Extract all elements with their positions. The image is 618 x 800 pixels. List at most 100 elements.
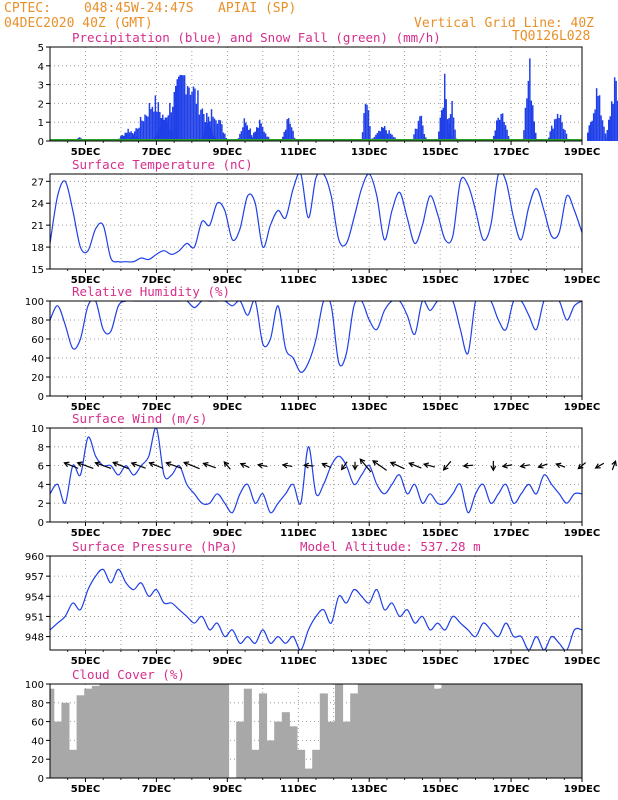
cloud-bar [190,684,199,778]
precip-bar [139,116,142,141]
y-tick-label: 20 [31,373,44,384]
precip-bar [615,80,617,141]
wind-arrow-head [148,461,155,468]
precip-bar [213,118,216,141]
x-tick-label: 17DEC [493,147,529,158]
cloud-bar [129,684,138,778]
cloud-bar [350,693,359,778]
panel-5: Cloud Cover (%) 0 20 40 60 80 100 5DEC 7DEC 9DEC 1… [25,667,600,795]
precip-bar [218,119,220,141]
precip-bar [608,119,610,141]
precip-bar [194,88,196,141]
precip-bar [123,135,125,141]
precip-bar [180,75,183,141]
x-tick-label: 15DEC [422,656,458,667]
precip-bar [248,129,250,141]
x-tick-label: 5DEC [71,528,100,539]
cloud-bar [76,695,85,778]
wind-arrow [443,460,452,471]
precip-bar [446,119,449,141]
panel-title: Relative Humidity (%) [72,284,230,299]
precip-bar [125,132,128,141]
precip-bar [591,120,593,141]
precip-bar [454,129,456,141]
wind-arrow [282,464,293,468]
precip-bar [565,133,568,141]
panel-1: Surface Temperature (nC) 15 18 21 24 27 5DEC 7D… [31,157,600,286]
precip-bar [559,114,562,141]
wind-arrow-head [519,462,526,469]
precip-bar [386,133,389,141]
panel-title: Precipitation (blue) and Snow Fall (gree… [72,30,441,45]
panel-title: Cloud Cover (%) [72,667,185,682]
panel-frame [49,300,583,397]
precip-bar [155,135,158,141]
panel-2: Relative Humidity (%) 0 20 40 60 80 100 5DEC 7DE… [25,284,600,413]
precip-bar [413,134,415,141]
precip-bar [526,98,528,141]
precip-bar [598,95,601,141]
precip-bar [157,132,159,141]
cloud-bar [243,688,252,778]
y-tick-label: 27 [31,177,44,188]
x-tick-label: 5DEC [71,402,100,413]
x-tick-label: 7DEC [142,275,171,286]
precip-bar [381,126,383,141]
cloud-bar [167,684,176,778]
precip-bar [159,111,161,141]
wind-arrow-head [490,465,497,472]
header-run: 04DEC2020 40Z (GMT) [4,16,153,31]
wind-arrow [390,461,405,470]
cloud-bar [91,685,100,778]
x-tick-label: 17DEC [493,528,529,539]
x-tick-label: 5DEC [71,784,100,795]
panel-frame [49,427,583,523]
series-line [50,568,582,650]
wind-arrow-head [76,461,83,467]
precip-bar [224,133,226,141]
wind-arrow [322,463,332,469]
precip-bar [282,136,284,141]
precip-bar [506,129,508,141]
precip-bar [127,128,129,141]
y-tick-label: 948 [25,633,44,644]
wind-arrow [166,462,183,470]
x-tick-label: 7DEC [142,402,171,413]
precip-bar [201,108,204,141]
cloud-bar [297,749,306,778]
precip-bar [589,121,592,141]
cloud-bar [213,684,222,778]
precip-bar [549,131,551,141]
precip-bar [373,136,376,141]
x-tick-label: 11DEC [280,275,316,286]
precip-bar [422,125,424,141]
panel-0: Precipitation (blue) and Snow Fall (gree… [38,30,618,158]
x-tick-label: 19DEC [564,528,600,539]
header-coords: 048:45W-24:47S [84,1,194,16]
x-tick-label: 19DEC [564,147,600,158]
y-tick-label: 60 [31,335,44,346]
cloud-bar [418,684,427,778]
x-tick-label: 17DEC [493,784,529,795]
precip-bar [210,109,213,141]
precip-bar [148,103,151,141]
precip-bar [173,91,176,141]
precip-bar [289,123,291,141]
precip-bar [439,117,442,141]
cloud-bar [388,684,397,778]
x-tick-label: 13DEC [351,784,387,795]
cloud-bar [502,684,511,778]
precip-bar [286,119,288,141]
wind-arrow [149,462,164,469]
cloud-bar [304,768,313,778]
y-tick-label: 100 [25,297,44,308]
x-tick-label: 17DEC [493,402,529,413]
cloud-bar [145,684,154,778]
cloud-bar [114,684,123,778]
precip-bar [170,112,173,141]
x-tick-label: 13DEC [351,528,387,539]
precip-bar [284,129,287,141]
precip-bar [183,75,186,141]
precip-bar [249,128,251,141]
cloud-bar [464,684,473,778]
